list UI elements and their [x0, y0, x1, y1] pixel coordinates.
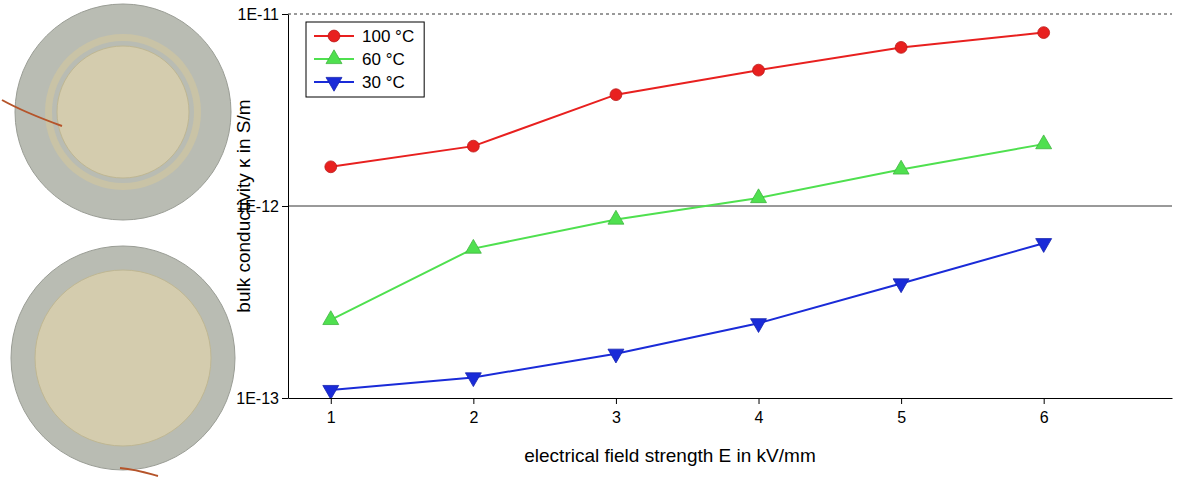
x-axis-line	[289, 398, 1173, 399]
grid	[288, 14, 1172, 206]
x-tick-label: 2	[469, 409, 478, 426]
y-tick-label: 1E-11	[237, 6, 279, 23]
x-tick-label: 1	[327, 409, 336, 426]
x-tick-mark	[1044, 398, 1045, 404]
guard-ring	[45, 34, 201, 190]
series-line	[331, 33, 1044, 167]
data-point	[1036, 239, 1052, 253]
data-point	[893, 279, 909, 293]
sample-disc	[11, 246, 235, 470]
wire	[2, 100, 62, 126]
x-axis-title: electrical field strength E in kV/mm	[524, 445, 815, 466]
data-point	[751, 319, 767, 333]
legend-marker	[326, 50, 342, 64]
data-point	[467, 140, 479, 152]
legend: 100 °C 60 °C 30 °C	[306, 22, 424, 97]
legend-label: 30 °C	[362, 73, 405, 92]
data-point	[465, 239, 481, 253]
x-tick: 5	[897, 398, 906, 426]
y-tick-label: 1E-13	[236, 390, 279, 407]
x-tick-label: 6	[1040, 409, 1049, 426]
series-line	[331, 144, 1044, 320]
y-axis-line	[288, 15, 289, 399]
data-point	[610, 89, 622, 101]
data-point	[751, 189, 767, 203]
data-point	[895, 41, 907, 53]
data-point	[893, 160, 909, 174]
data-point	[1036, 135, 1052, 149]
legend-box	[306, 22, 424, 97]
x-tick-mark	[616, 398, 617, 404]
legend-marker	[326, 77, 342, 91]
x-tick-mark	[901, 398, 902, 404]
x-tick-label: 5	[897, 409, 906, 426]
figure: 1234561E-131E-121E-11electrical field st…	[0, 0, 1183, 477]
legend-label: 60 °C	[362, 50, 405, 69]
y-tick: 1E-13	[236, 390, 288, 407]
disc-body	[11, 246, 235, 470]
y-tick-mark	[282, 14, 288, 15]
x-tick: 2	[469, 398, 478, 426]
series-line	[331, 243, 1044, 390]
y-tick-mark	[282, 398, 288, 399]
data-point	[465, 373, 481, 387]
data-point	[1038, 27, 1050, 39]
x-tick-label: 4	[755, 409, 764, 426]
data-point	[325, 161, 337, 173]
y-axis-title: bulk conductivity κ in S/m	[233, 99, 254, 312]
x-tick: 1	[327, 398, 336, 426]
sample-disc	[15, 4, 231, 220]
grid-line	[288, 206, 1172, 207]
disc-body	[15, 4, 231, 220]
electrode	[57, 46, 189, 178]
electrode	[35, 270, 211, 446]
x-tick-label: 3	[612, 409, 621, 426]
ring-gap	[52, 41, 194, 183]
plot-area	[323, 27, 1052, 398]
data-point	[753, 64, 765, 76]
sample-photos	[2, 4, 235, 476]
legend-marker	[328, 30, 340, 42]
x-tick-mark	[759, 398, 760, 404]
data-point	[323, 385, 339, 398]
grid-line	[288, 14, 1172, 15]
y-tick: 1E-11	[237, 6, 288, 23]
data-point	[608, 210, 624, 224]
data-point	[608, 349, 624, 363]
x-tick: 4	[755, 398, 764, 426]
x-tick-mark	[473, 398, 474, 404]
wire	[120, 468, 158, 476]
data-point	[323, 311, 339, 325]
y-tick-mark	[282, 206, 288, 207]
x-tick: 6	[1040, 398, 1049, 426]
legend-label: 100 °C	[362, 27, 414, 46]
x-tick: 3	[612, 398, 621, 426]
x-tick-mark	[331, 398, 332, 404]
x-axis: 1 2 3 4 5 6	[289, 398, 1173, 426]
